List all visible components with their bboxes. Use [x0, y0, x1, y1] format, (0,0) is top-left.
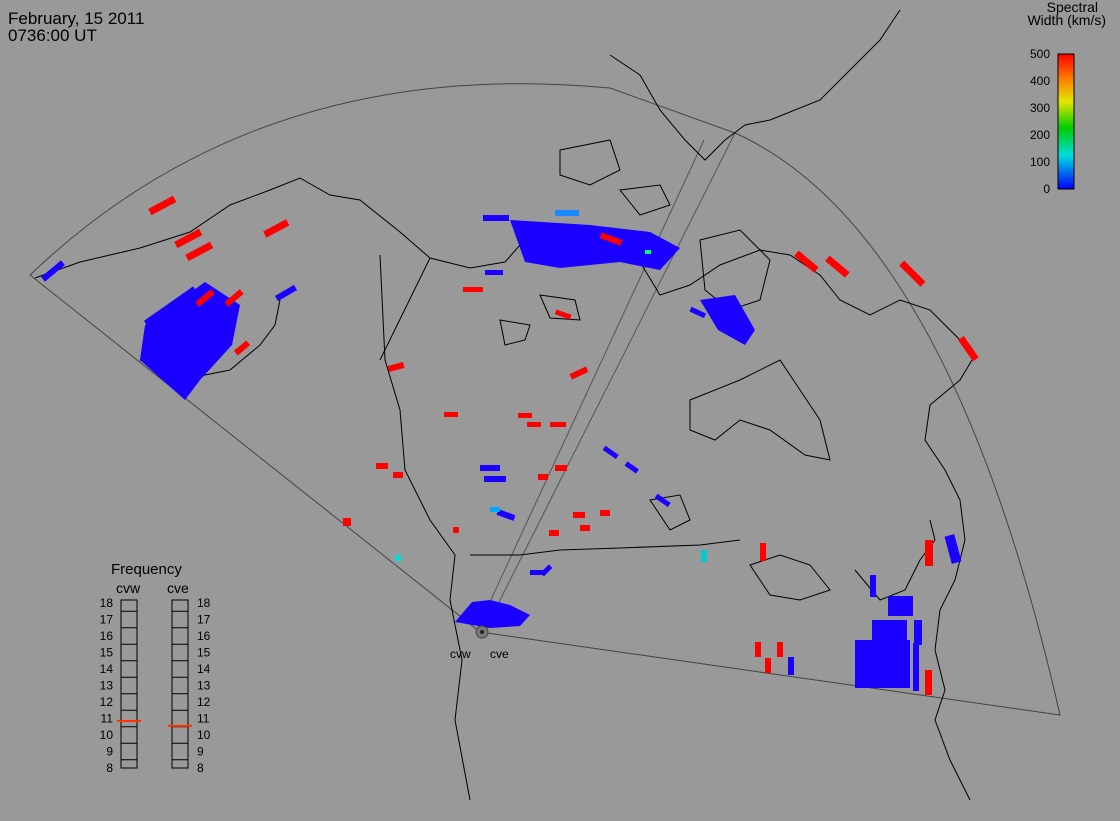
frequency-tick-left: 13 — [100, 679, 114, 693]
beam-line-cvw — [475, 139, 705, 633]
frequency-tick-right: 13 — [197, 679, 211, 693]
frequency-tick-left: 8 — [106, 761, 113, 775]
returns-mid-width — [395, 210, 707, 562]
frequency-tick-right: 11 — [197, 712, 210, 726]
frequency-title: Frequency — [111, 561, 182, 578]
frequency-tick-left: 15 — [100, 646, 114, 660]
frequency-tick-right: 17 — [197, 613, 211, 627]
colorbar-legend: Spectral Width (km/s) 500 400 300 200 100 0 — [1027, 0, 1106, 196]
frequency-tick-right: 8 — [197, 761, 204, 775]
frequency-tick-left: 17 — [100, 613, 114, 627]
frequency-panel: Frequency cvw cve 18 18 17 17 16 16 15 15 14 14 13… — [100, 561, 211, 775]
frequency-tick-left: 16 — [100, 629, 114, 643]
frequency-tick-right: 14 — [197, 662, 211, 676]
date-label: February, 15 2011 — [8, 9, 145, 28]
colorbar-tick-label: 500 — [1030, 47, 1050, 61]
frequency-scale: 18 18 17 17 16 16 15 15 14 14 13 13 12 12 11 11 10 10 9 9 8 8 — [100, 596, 211, 775]
frequency-bar-cve — [171, 599, 189, 769]
time-label: 0736:00 UT — [8, 26, 97, 45]
returns-low-width — [41, 215, 962, 691]
frequency-tick-right: 16 — [197, 629, 211, 643]
frequency-bar-cvw — [120, 599, 138, 769]
frequency-tick-right: 12 — [197, 695, 211, 709]
colorbar — [1057, 53, 1075, 190]
colorbar-tick-label: 200 — [1030, 128, 1050, 142]
frequency-tick-right: 10 — [197, 728, 211, 742]
coastlines — [34, 9, 976, 801]
colorbar-tick-label: 100 — [1030, 155, 1050, 169]
frequency-tick-left: 11 — [101, 712, 114, 726]
colorbar-tick-label: 0 — [1043, 182, 1050, 196]
colorbar-title-line1: Spectral — [1047, 0, 1098, 15]
frequency-tick-left: 14 — [100, 662, 114, 676]
frequency-tick-right: 18 — [197, 596, 211, 610]
frequency-cvw-label: cvw — [116, 580, 141, 596]
returns-high-width — [148, 195, 979, 695]
frequency-cve-label: cve — [167, 580, 189, 596]
colorbar-ticks: 500 400 300 200 100 0 — [1030, 47, 1050, 196]
colorbar-tick-label: 400 — [1030, 74, 1050, 88]
fov-outline — [29, 83, 1061, 716]
frequency-tick-left: 9 — [106, 745, 113, 759]
timestamp-header: February, 15 2011 0736:00 UT — [8, 10, 144, 44]
radar-label-cvw: cvw — [450, 647, 471, 661]
beam-line-cve — [483, 132, 736, 633]
frequency-tick-left: 10 — [100, 728, 114, 742]
frequency-tick-right: 15 — [197, 646, 211, 660]
frequency-tick-left: 12 — [100, 695, 114, 709]
radar-site-center — [480, 630, 484, 634]
colorbar-tick-label: 300 — [1030, 101, 1050, 115]
frequency-tick-left: 18 — [100, 596, 114, 610]
radar-label-cve: cve — [490, 647, 509, 661]
colorbar-title-line2: Width (km/s) — [1027, 12, 1106, 28]
frequency-tick-right: 9 — [197, 745, 204, 759]
